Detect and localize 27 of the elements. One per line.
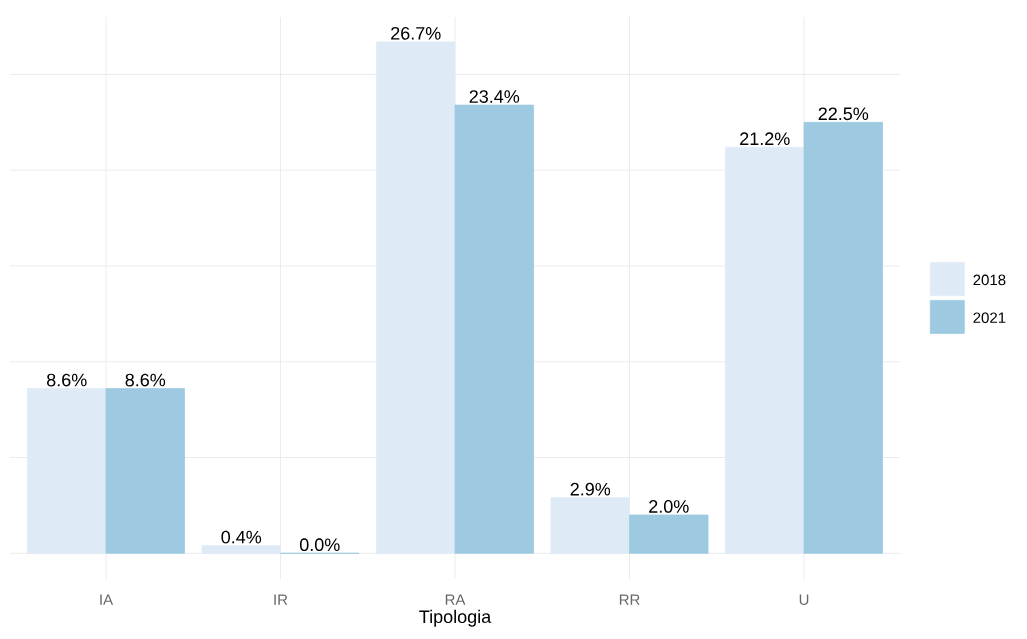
data-label: 0.4%	[221, 530, 262, 544]
bar	[27, 388, 107, 554]
bar	[803, 121, 883, 554]
bar	[105, 388, 185, 554]
data-label: 21.2%	[740, 132, 790, 146]
data-label: 8.6%	[125, 373, 166, 387]
legend-label: 2018	[973, 274, 1006, 286]
data-label: 23.4%	[469, 90, 520, 103]
bar	[629, 514, 709, 554]
data-label: 22.5%	[818, 107, 869, 121]
x-tick-label: RR	[619, 594, 640, 605]
x-tick-label: IR	[274, 594, 288, 605]
data-label: 2.0%	[649, 500, 689, 513]
data-label: 8.6%	[47, 373, 87, 387]
bar	[725, 146, 805, 554]
data-label: 26.7%	[391, 26, 441, 40]
bar	[201, 545, 281, 554]
data-label: 2.9%	[570, 482, 611, 496]
x-tick-label: RA	[445, 594, 466, 605]
x-tick-label: U	[799, 594, 809, 605]
legend-label: 2021	[973, 312, 1006, 324]
data-label: 0.0%	[299, 538, 340, 552]
bar	[376, 41, 456, 554]
x-axis-title: Tipologia	[419, 609, 492, 627]
bar	[454, 104, 534, 554]
bar	[550, 497, 630, 554]
x-tick-label: IA	[100, 594, 114, 605]
